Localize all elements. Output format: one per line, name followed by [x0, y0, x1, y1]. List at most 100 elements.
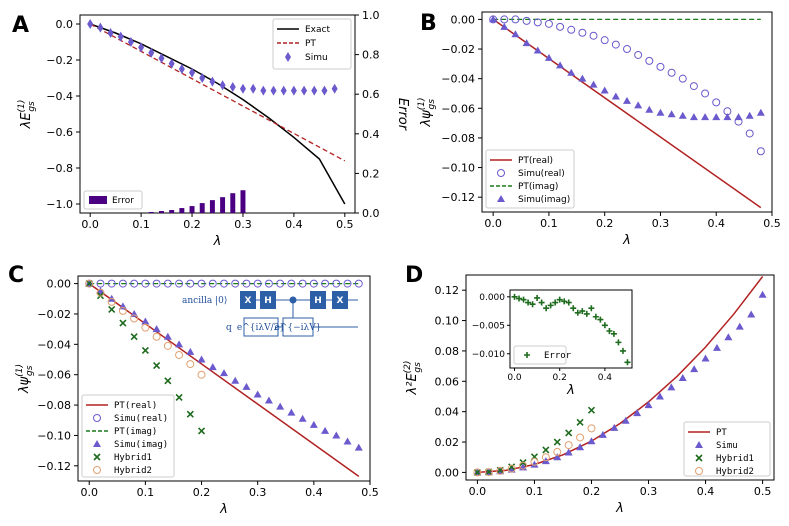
inset-error-point — [579, 308, 586, 315]
simu-point — [553, 453, 562, 461]
hybrid1-point — [565, 429, 573, 437]
inset-ytick-label: −0.010 — [472, 350, 506, 360]
inset-legend-error-swatch — [524, 352, 530, 358]
simu-real-point — [511, 15, 520, 24]
simu-imag-point — [343, 437, 352, 445]
hybrid1-point — [197, 427, 206, 435]
simu-imag-point — [589, 80, 598, 88]
hybrid1-point — [130, 333, 138, 341]
inset-xtick-label: 0.4 — [598, 373, 613, 383]
simu-point — [587, 437, 596, 445]
hybrid1-point — [542, 446, 550, 454]
hybrid2-point — [163, 341, 172, 350]
circuit-gate — [310, 291, 326, 309]
hybrid1-point — [164, 377, 172, 385]
circuit-gate — [260, 291, 276, 309]
simu-real-point — [130, 279, 139, 288]
simu-imag-point — [712, 113, 721, 121]
circuit-gate-label: H — [264, 296, 272, 306]
panel-b-ytick-label: −0.06 — [441, 102, 475, 115]
legend-c-simu-imag-label: Simu(imag) — [114, 440, 168, 450]
hybrid1-point — [119, 319, 127, 327]
inset-xtick-label: 0.0 — [507, 373, 522, 383]
hybrid2-point — [484, 468, 493, 477]
panel-a-ytick-label: −0.4 — [46, 90, 73, 103]
simu-real-point — [567, 25, 576, 34]
simu-imag-point — [678, 111, 687, 119]
legend-c-hybrid2-swatch — [93, 466, 101, 474]
panel-d-ytick-label: 0.06 — [435, 375, 460, 388]
error-bar — [159, 211, 164, 213]
panel-d-ytick-label: 0.02 — [435, 436, 460, 449]
panel-c-xtick-label: 0.0 — [80, 486, 98, 499]
error-bar — [220, 197, 226, 213]
panel-a-xtick-label: 0.4 — [285, 218, 303, 231]
panel-d-xtick-label: 0.2 — [583, 485, 601, 498]
simu-point — [168, 58, 175, 69]
legend-error-label: Error — [112, 196, 134, 206]
simu-point — [644, 401, 653, 409]
legend-d-simu-swatch — [695, 441, 703, 448]
panel-d-xtick-label: 0.5 — [754, 485, 772, 498]
hybrid1-point — [153, 362, 161, 370]
inset-error-point — [610, 330, 617, 337]
simu-imag-point — [522, 39, 531, 47]
panel-a-ylabel-text: λE(1)gs — [17, 100, 37, 130]
hybrid1-point — [473, 468, 481, 476]
simu-point — [239, 83, 246, 94]
circuit-u1-box — [243, 317, 279, 337]
panel-a-legend — [272, 18, 352, 70]
legend-c-simu-real-swatch — [93, 414, 101, 422]
simu-point — [530, 460, 539, 468]
simu-imag-point — [354, 443, 363, 451]
simu-point — [260, 85, 267, 96]
circuit-q-label: q — [226, 323, 232, 333]
inset-error-point — [597, 316, 604, 323]
error-bar — [179, 208, 185, 213]
simu-imag-point — [220, 369, 228, 377]
panel-b-xtick-label: 0.2 — [596, 217, 614, 230]
simu-imag-point — [208, 363, 217, 371]
simu-point — [219, 80, 226, 91]
panel-a-legend-error — [83, 190, 143, 210]
panel-d-ytick-label: 0.00 — [435, 466, 460, 479]
simu-imag-point — [611, 92, 620, 100]
inset-error-point — [529, 301, 536, 308]
panel-a-xlabel: λ — [213, 234, 222, 249]
simu-imag-point — [309, 420, 318, 428]
inset-error-point — [565, 299, 572, 306]
hybrid2-point — [541, 453, 550, 462]
hybrid2-point — [175, 350, 184, 359]
error-bar — [209, 200, 215, 213]
panel-d-ytick-label: 0.04 — [435, 406, 460, 419]
panel-d-ytick-label: 0.08 — [435, 345, 460, 358]
simu-real-point — [745, 129, 754, 138]
simu-real-point — [107, 279, 116, 288]
simu-real-point — [645, 56, 654, 65]
hybrid1-point — [508, 463, 516, 471]
panel-a-ytick-label-r: 1.0 — [362, 9, 380, 22]
hybrid2-point — [564, 441, 573, 450]
simu-imag-point — [152, 325, 161, 333]
inset-error-point — [556, 296, 563, 303]
simu-imag-point — [556, 61, 565, 69]
simu-imag-point — [163, 332, 172, 340]
simu-real-point — [264, 279, 273, 288]
legend-b-simu-real-label: Simu(real) — [518, 169, 565, 179]
circuit-gate — [332, 291, 348, 309]
legend-c-hybrid2-label: Hybrid2 — [114, 466, 152, 476]
panel-a-ytick-label: −0.6 — [46, 126, 73, 139]
simu-real-point — [175, 279, 184, 288]
simu-point — [321, 85, 328, 96]
pt-line — [477, 276, 764, 474]
inset-error-point — [592, 313, 599, 320]
simu-imag-point — [197, 355, 206, 363]
inset-error-point — [534, 294, 541, 301]
panel-c-xtick-label: 0.3 — [249, 486, 267, 499]
legend-exact-label: Exact — [305, 25, 330, 35]
hybrid2-point — [85, 279, 94, 288]
panel-d-legend — [683, 421, 771, 477]
simu-real-point — [689, 82, 698, 91]
simu-real-point — [186, 279, 195, 288]
panel-b-xlabel: λ — [622, 233, 631, 248]
